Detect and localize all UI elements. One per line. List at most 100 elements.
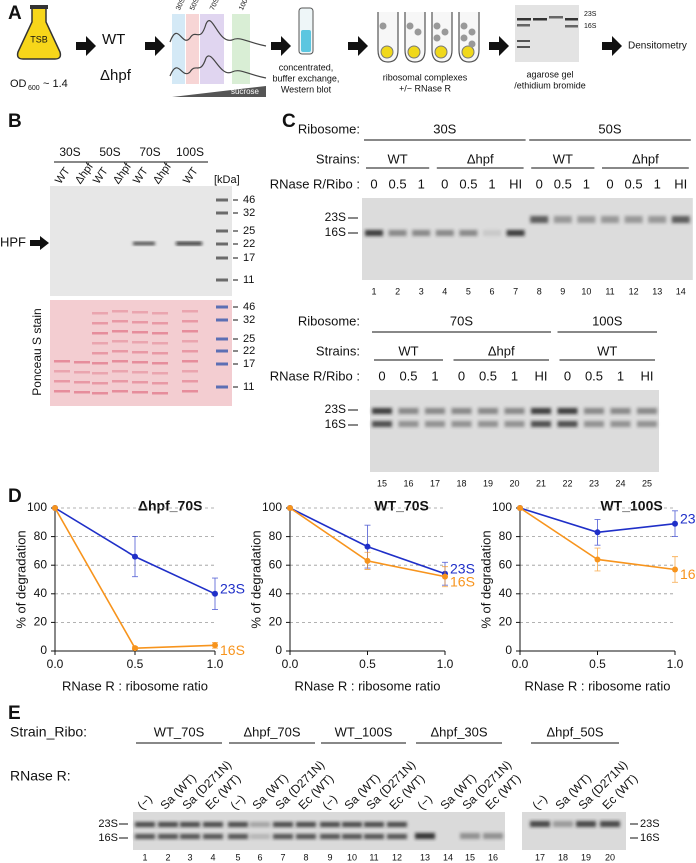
gel-band — [506, 230, 525, 236]
data-point — [442, 573, 448, 580]
gel-band — [624, 216, 643, 223]
data-point — [364, 557, 371, 564]
lane-number: 7 — [280, 852, 285, 862]
data-point — [132, 553, 138, 560]
marker-label: 46 — [243, 301, 255, 313]
ponceau-band — [182, 360, 198, 363]
lane-number: 6 — [257, 852, 262, 862]
ponceau-band — [54, 360, 70, 363]
lane-number: 15 — [377, 478, 387, 488]
lane-number: 6 — [489, 286, 494, 296]
group-label: 30S — [59, 145, 80, 159]
label: 70S — [450, 313, 473, 328]
panel-label: B — [8, 111, 22, 132]
gel-band — [557, 421, 578, 427]
x-axis-label: RNase R : ribosome ratio — [525, 678, 671, 693]
gel-band — [203, 822, 223, 827]
complex — [414, 28, 422, 36]
gel-band — [180, 834, 200, 839]
gel-band — [600, 821, 620, 827]
series-label: 23S — [220, 581, 245, 597]
western-blot — [50, 186, 232, 296]
gel-band — [533, 18, 547, 21]
ladder-band — [216, 349, 228, 353]
fraction-label: 70S — [209, 0, 221, 12]
gel-band — [203, 834, 223, 839]
gel-band — [483, 833, 503, 839]
data-point — [212, 590, 218, 597]
label: 16S — [640, 832, 660, 844]
ponceau-band — [92, 362, 108, 365]
treatment-label: (−) — [414, 792, 435, 813]
gel-band — [320, 834, 340, 839]
lane-number: 4 — [442, 286, 447, 296]
lane-number: 5 — [466, 286, 471, 296]
complex — [468, 28, 476, 36]
step-text: concentrated, — [279, 62, 334, 72]
lane-number: 12 — [392, 852, 402, 862]
y-tick-label: 20 — [499, 615, 513, 629]
label: 30S — [433, 121, 456, 136]
gel-band — [553, 821, 573, 827]
ladder-band — [216, 385, 228, 389]
complex — [460, 22, 468, 30]
lane-number: 8 — [537, 286, 542, 296]
ponceau-band — [112, 370, 128, 373]
ratio-label: 0.5 — [459, 176, 477, 191]
ponceau-band — [182, 390, 198, 393]
marker-label: 11 — [243, 381, 254, 393]
series-label: 16S — [220, 642, 245, 658]
gradient-wedge — [172, 86, 266, 97]
ponceau-band — [152, 372, 168, 375]
ladder-band — [216, 229, 228, 233]
panel-label: C — [282, 111, 296, 132]
label: 23S — [584, 11, 597, 18]
chart-title: Δhpf_70S — [138, 498, 203, 514]
chart-title: WT_70S — [374, 498, 428, 514]
gel-band — [504, 421, 525, 427]
flask-label: TSB — [30, 34, 48, 44]
gel-band — [372, 408, 392, 414]
data-point — [594, 556, 601, 563]
ponceau-band — [132, 351, 148, 354]
gel-band — [296, 834, 316, 839]
y-tick-label: 100 — [492, 500, 512, 514]
gel-band — [671, 216, 690, 223]
y-tick-label: 80 — [499, 529, 513, 543]
y-axis-label: % of degradation — [248, 530, 263, 628]
lane-number: 11 — [605, 286, 614, 296]
data-point — [672, 520, 678, 527]
label: 50S — [598, 121, 621, 136]
gel-band — [250, 822, 270, 827]
lane-number: 17 — [535, 852, 545, 862]
ponceau-band — [182, 320, 198, 323]
lane-number: 20 — [605, 852, 615, 862]
gel-band — [584, 421, 604, 427]
series-label: 23S — [450, 560, 475, 576]
y-tick-label: 80 — [269, 529, 283, 543]
label: Δhpf_30S — [430, 724, 487, 739]
treatment-label: (−) — [529, 792, 550, 813]
gel-band — [296, 822, 316, 827]
ladder-band — [216, 337, 228, 341]
ponceau-band — [54, 390, 70, 393]
label: Δhpf — [100, 67, 132, 84]
ponceau-band — [152, 322, 168, 325]
step-text: +/− RNase R — [399, 83, 452, 93]
gel-band — [553, 216, 572, 223]
fraction-label: 30S — [175, 0, 187, 12]
gel-band — [517, 18, 531, 21]
gel-band — [435, 230, 454, 236]
lane-number: 24 — [615, 478, 625, 488]
lane-number: 19 — [581, 852, 591, 862]
lane-number: 10 — [347, 852, 357, 862]
gel-band — [610, 421, 631, 427]
ponceau-band — [152, 382, 168, 385]
ponceau-band — [152, 362, 168, 365]
gel-band — [565, 18, 578, 21]
ponceau-band — [152, 312, 168, 315]
gel-band — [180, 822, 200, 827]
ratio-label: 0 — [564, 368, 571, 383]
lane-number: 9 — [560, 286, 565, 296]
ponceau-band — [182, 380, 198, 383]
